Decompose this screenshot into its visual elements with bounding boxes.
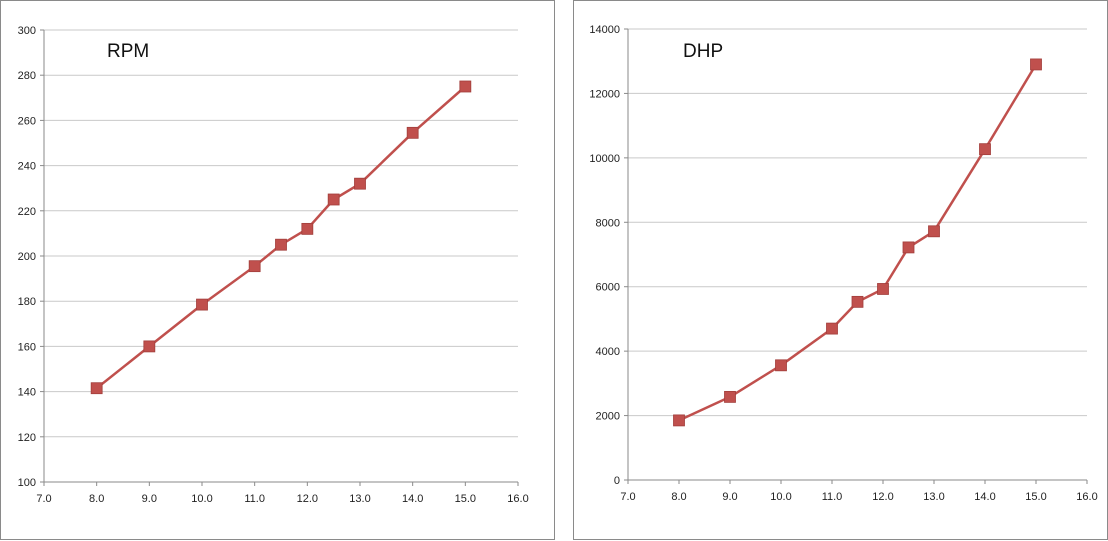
x-tick-label: 13.0: [349, 493, 370, 505]
data-point-marker: [851, 295, 864, 308]
dhp-chart: 0 2000 4000 6000 8000 10000 12000 14000 7.0 8.0 9.…: [589, 24, 1097, 503]
y-tick-label: 4000: [596, 346, 620, 358]
y-tick-label: 120: [18, 432, 36, 444]
x-tick-label: 9.0: [722, 491, 737, 503]
x-tick-label: 15.0: [455, 493, 476, 505]
y-tick-label: 280: [18, 70, 36, 82]
x-tick-label: 16.0: [1076, 491, 1097, 503]
data-point-marker: [275, 238, 287, 251]
y-tick-label: 260: [18, 115, 36, 127]
series-line: [678, 63, 1038, 422]
y-tick-label: 12000: [589, 88, 620, 100]
y-tick-label: 300: [18, 25, 36, 37]
x-tick-label: 12.0: [872, 491, 893, 503]
data-point-marker: [406, 126, 419, 139]
data-point-marker: [1030, 58, 1042, 71]
rpm-chart: 100 120 140 160 180 200 220 240 260 280 300 7.0 8.0 9…: [18, 25, 529, 505]
data-point-marker: [902, 241, 915, 254]
x-tick-label: 7.0: [36, 493, 51, 505]
data-point-marker: [196, 298, 208, 311]
data-point-marker: [459, 80, 472, 93]
x-tick-label: 12.0: [297, 493, 318, 505]
y-tick-label: 240: [18, 161, 36, 173]
x-tick-label: 13.0: [923, 491, 944, 503]
x-tick-label: 16.0: [507, 493, 528, 505]
data-point-marker: [877, 283, 889, 295]
series-line: [95, 85, 467, 390]
x-tick-label: 8.0: [671, 491, 686, 503]
data-point-marker: [673, 414, 685, 427]
x-tick-label: 11.0: [244, 493, 265, 505]
y-tick-label: 220: [18, 206, 36, 218]
x-tick-label: 9.0: [142, 493, 157, 505]
y-tick-label: 2000: [596, 411, 620, 423]
data-point-marker: [327, 193, 340, 206]
data-point-marker: [143, 340, 156, 353]
y-tick-label: 200: [18, 251, 36, 263]
y-tick-label: 160: [18, 341, 36, 353]
data-point-marker: [826, 322, 838, 335]
x-tick-label: 10.0: [191, 493, 212, 505]
rpm-chart-title: RPM: [107, 41, 149, 62]
data-point-marker: [724, 390, 736, 403]
x-tick-label: 14.0: [402, 493, 423, 505]
data-point-marker: [928, 225, 940, 238]
dhp-chart-panel: 0 2000 4000 6000 8000 10000 12000 14000 7.0 8.0 9.…: [573, 0, 1108, 540]
y-tick-label: 100: [18, 477, 36, 489]
y-tick-label: 180: [18, 296, 36, 308]
data-point-marker: [979, 143, 991, 156]
x-tick-label: 8.0: [89, 493, 104, 505]
x-tick-label: 14.0: [974, 491, 995, 503]
x-tick-label: 11.0: [822, 491, 843, 503]
data-point-marker: [301, 222, 314, 235]
y-tick-label: 14000: [589, 24, 620, 36]
rpm-chart-panel: 100 120 140 160 180 200 220 240 260 280 300 7.0 8.0 9…: [0, 0, 555, 540]
x-tick-label: 7.0: [620, 491, 635, 503]
dhp-chart-title: DHP: [683, 41, 723, 62]
x-tick-label: 10.0: [770, 491, 791, 503]
y-tick-label: 8000: [596, 217, 620, 229]
data-point-marker: [248, 260, 261, 273]
y-tick-label: 140: [18, 387, 36, 399]
data-point-marker: [90, 382, 103, 395]
data-point-marker: [354, 177, 366, 190]
y-tick-label: 10000: [589, 153, 620, 165]
y-tick-label: 0: [614, 475, 620, 487]
data-point-marker: [775, 359, 787, 372]
x-tick-label: 15.0: [1025, 491, 1046, 503]
y-tick-label: 6000: [596, 282, 620, 294]
